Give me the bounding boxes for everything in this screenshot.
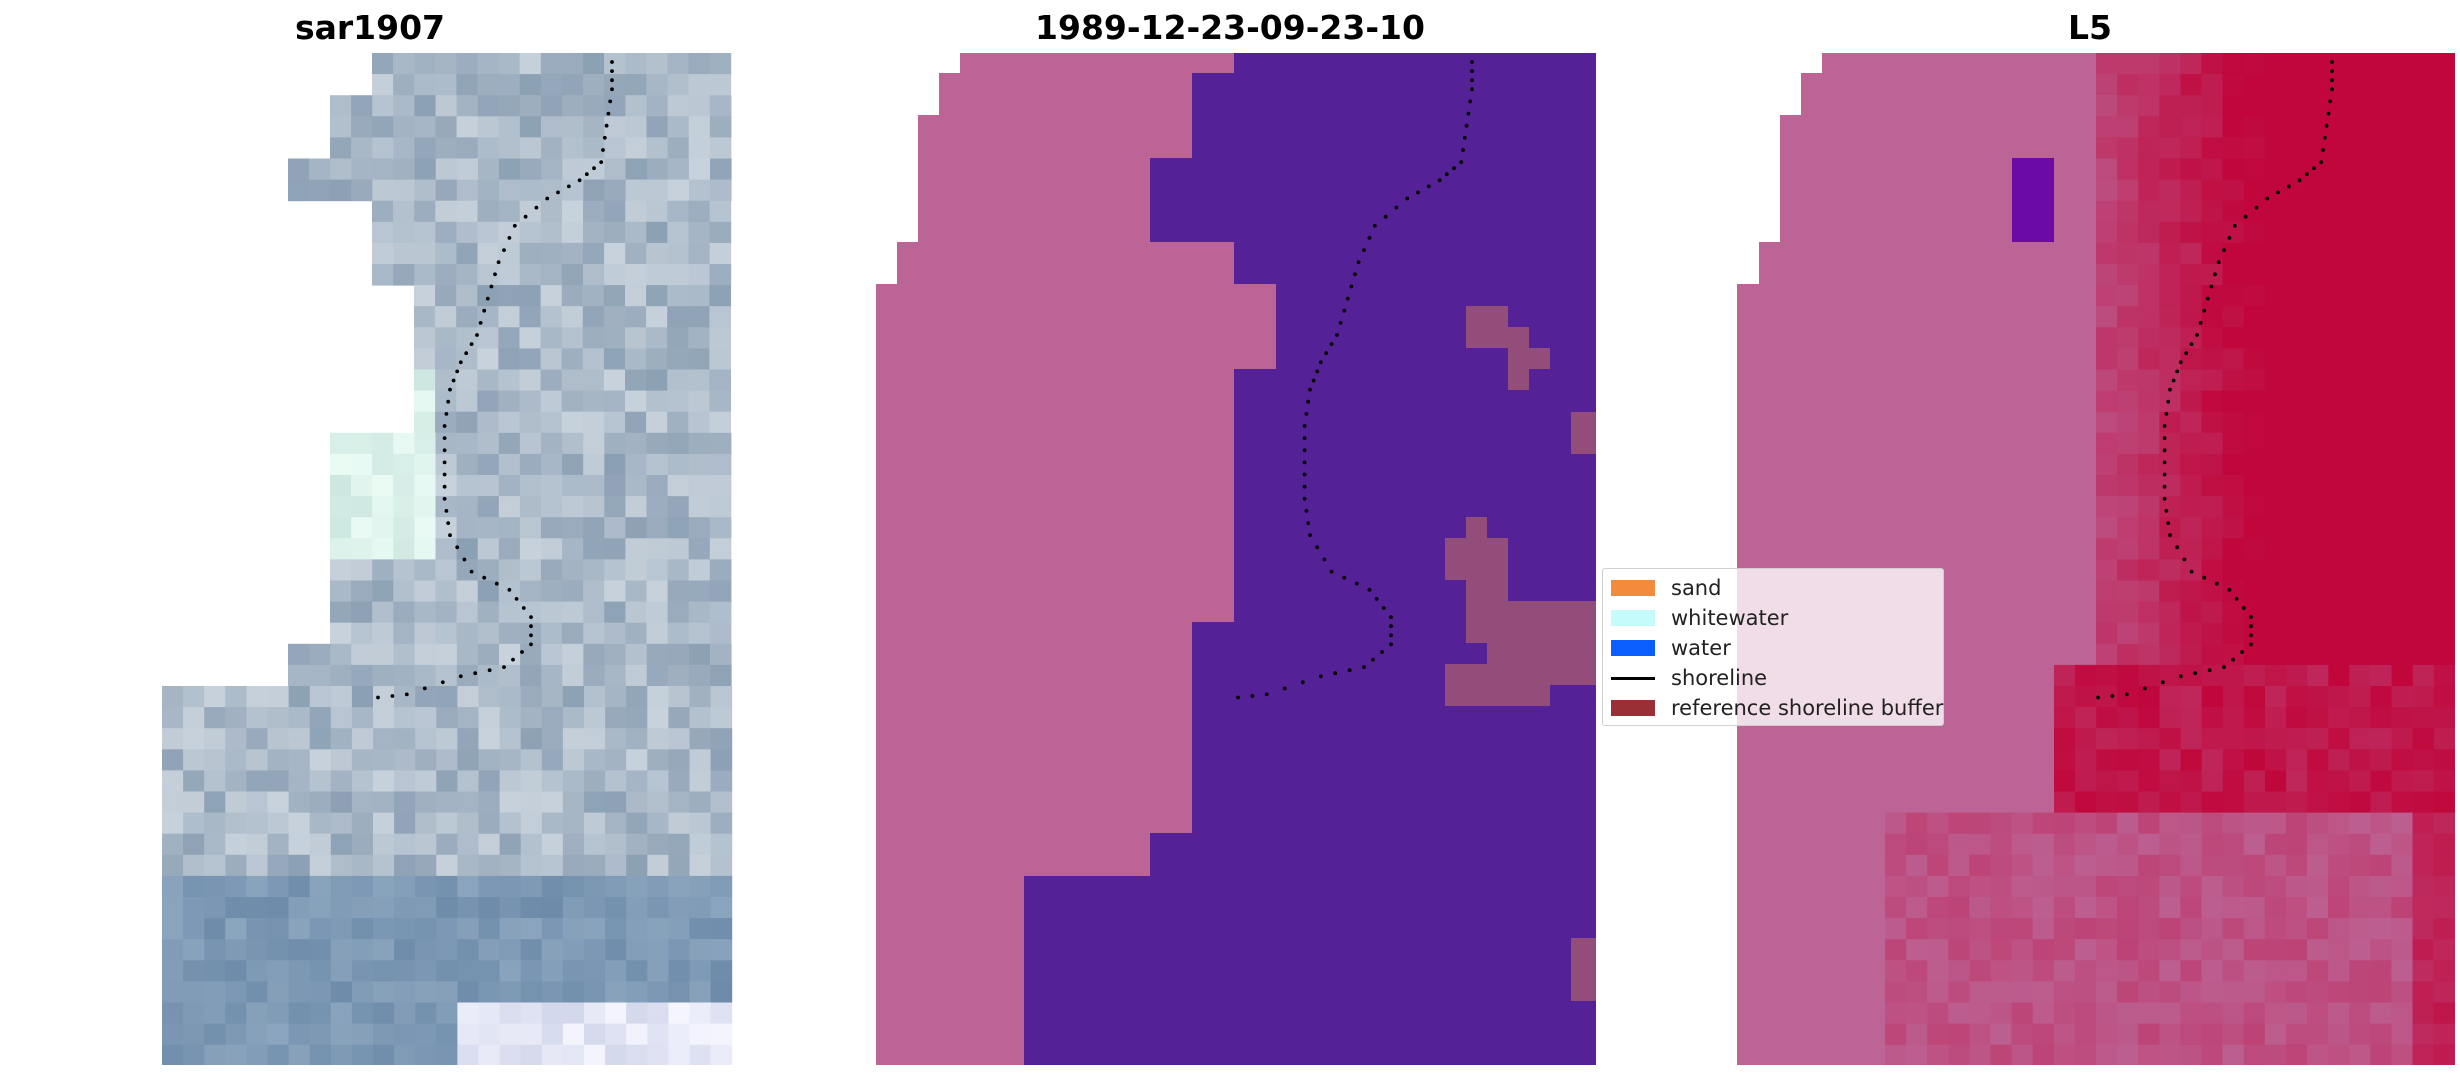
probability-panel <box>1737 53 2455 1065</box>
reference-shoreline-buffer-region <box>1445 306 1596 1001</box>
buffer-swatch <box>1611 700 1655 716</box>
legend-item-whitewater: whitewater <box>1611 603 1943 633</box>
legend-item-sand: sand <box>1611 573 1943 603</box>
classification-panel <box>876 53 1596 1065</box>
legend-label-sand: sand <box>1671 576 1722 600</box>
shoreline-swatch <box>1611 676 1655 680</box>
legend: sand whitewater water shoreline referenc… <box>1602 568 1944 726</box>
legend-item-water: water <box>1611 633 1943 663</box>
whitewater-swatch <box>1611 610 1655 626</box>
probability-gradient <box>1885 53 2455 1065</box>
legend-label-whitewater: whitewater <box>1671 606 1789 630</box>
legend-label-shoreline: shoreline <box>1671 666 1768 690</box>
shoreline-panel-1 <box>376 60 614 700</box>
satellite-image-panel <box>162 53 733 1065</box>
legend-item-buffer: reference shoreline buffer <box>1611 693 1943 723</box>
low-probability-patch <box>2012 158 2054 242</box>
legend-item-shoreline: shoreline <box>1611 663 1943 693</box>
panel-title-sar: sar1907 <box>294 8 446 47</box>
legend-label-water: water <box>1671 636 1731 660</box>
panel-title-l5: L5 <box>2068 8 2112 47</box>
sand-swatch <box>1611 580 1655 596</box>
shoreline-panel-2 <box>1236 60 1474 700</box>
water-class-region <box>1024 53 1596 1065</box>
panel-title-classification: 1989-12-23-09-23-10 <box>1035 8 1425 47</box>
legend-label-buffer: reference shoreline buffer <box>1671 696 1944 720</box>
water-swatch <box>1611 640 1655 656</box>
shoreline-panel-3 <box>2096 60 2334 700</box>
